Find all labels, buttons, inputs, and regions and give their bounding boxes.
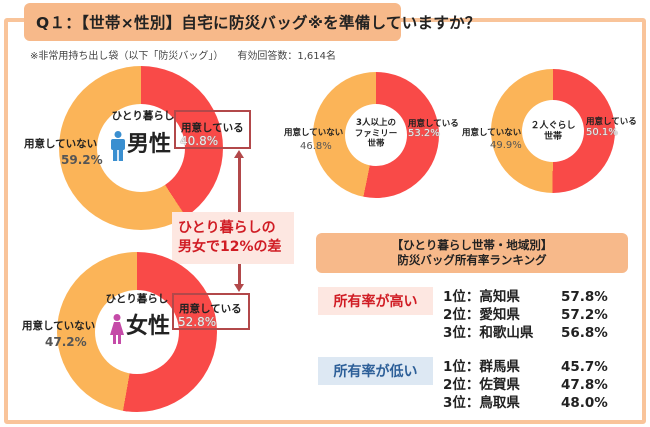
ranking-title-line2: 防災バッグ所有率ランキング [397,253,547,267]
title-banner: Q１：【世帯×性別】自宅に防災バッグ※を準備していますか？ [24,3,480,41]
ranking-place: 3位：和歌山県 [443,325,534,341]
male-person-icon [111,131,125,161]
female-not-prepared-pct: 47.2% [45,335,87,349]
ranking-place: 1位：群馬県 [443,359,520,375]
connector-line-top [238,158,241,212]
ranking-header: 【ひとり暮らし世帯・地域別】 防災バッグ所有率ランキング [316,233,628,273]
donut-female-center: ひとり暮らし [89,293,185,306]
connector-line-bottom [238,264,241,285]
center-line2: 世帯 [543,132,562,143]
donut-female-gender: 女性 [126,314,171,339]
callout-line2: 男女で12%の差 [178,239,282,255]
ranking-row: 2位：愛知県 57.2% [443,306,608,324]
ranking-row: 1位：高知県 57.8% [443,288,608,306]
donut-family-center: 3人以上の ファミリー 世帯 [340,118,412,150]
ranking-value: 57.2% [561,307,608,323]
arrow-down-icon [234,284,244,292]
respondent-count: 有効回答数：1,614名 [237,51,337,62]
family-not-prepared-label: 用意していない [284,128,344,138]
female-person-icon [110,314,124,344]
couple-not-prepared-label: 用意していない [462,128,522,138]
donut-couple-hole [522,100,584,162]
donut-female-hole [95,290,179,374]
ranking-row: 1位：群馬県 45.7% [443,358,608,376]
donut-male-gender: 男性 [127,132,172,157]
center-line1: ひとり暮らし [105,293,169,305]
center-line1: ２人ぐらし [530,121,576,131]
page-title: Q１：【世帯×性別】自宅に防災バッグ※を準備していますか？ [36,14,481,32]
high-rate-tag: 所有率が高い [318,287,433,315]
note-line: ※非常用持ち出し袋（以下「防災バッグ」） 有効回答数：1,614名 [30,47,336,62]
female-prepared-pct: 52.8% [178,315,217,329]
male-prepared-label: 用意している [181,122,244,134]
footnote: ※非常用持ち出し袋（以下「防災バッグ」） [30,51,224,62]
donut-family-hole [345,104,407,166]
couple-prepared-pct: 50.1% [586,127,618,138]
ranking-row: 2位：佐賀県 47.8% [443,376,608,394]
female-highlight-box [172,293,250,330]
female-prepared-label: 用意している [179,303,242,315]
ranking-row: 3位：鳥取県 48.0% [443,394,608,412]
ranking-place: 2位：佐賀県 [443,377,520,393]
low-rate-tag: 所有率が低い [318,357,433,385]
ranking-value: 48.0% [561,395,608,411]
donut-male-center: ひとり暮らし [95,110,191,123]
arrow-up-icon [234,150,244,158]
male-prepared-pct: 40.8% [180,134,219,148]
male-not-prepared-pct: 59.2% [61,153,103,167]
female-not-prepared-label: 用意していない [22,320,96,332]
ranking-row: 3位：和歌山県 56.8% [443,324,608,342]
ranking-place: 1位：高知県 [443,289,520,305]
ranking-value: 56.8% [561,325,608,341]
ranking-value: 47.8% [561,377,608,393]
couple-prepared-label: 用意している [586,117,637,127]
center-line3: 世帯 [367,139,385,150]
difference-callout: ひとり暮らしの 男女で12%の差 [172,212,294,264]
ranking-place: 3位：鳥取県 [443,395,520,411]
ranking-title-line1: 【ひとり暮らし世帯・地域別】 [391,238,553,253]
male-highlight-box [174,110,251,149]
couple-not-prepared-pct: 49.9% [490,140,522,151]
family-prepared-pct: 53.2% [408,128,440,139]
donut-couple-center: ２人ぐらし 世帯 [517,121,589,144]
family-not-prepared-pct: 46.8% [300,141,332,152]
center-line2: ファミリー [354,128,398,139]
ranking-value: 45.7% [561,359,608,375]
family-prepared-label: 用意している [408,119,459,129]
center-line1: 3人以上の [356,118,396,128]
ranking-place: 2位：愛知県 [443,307,520,323]
center-line1: ひとり暮らし [111,110,175,122]
callout-line1: ひとり暮らしの [178,220,276,237]
male-not-prepared-label: 用意していない [24,138,98,150]
ranking-value: 57.8% [561,289,608,305]
